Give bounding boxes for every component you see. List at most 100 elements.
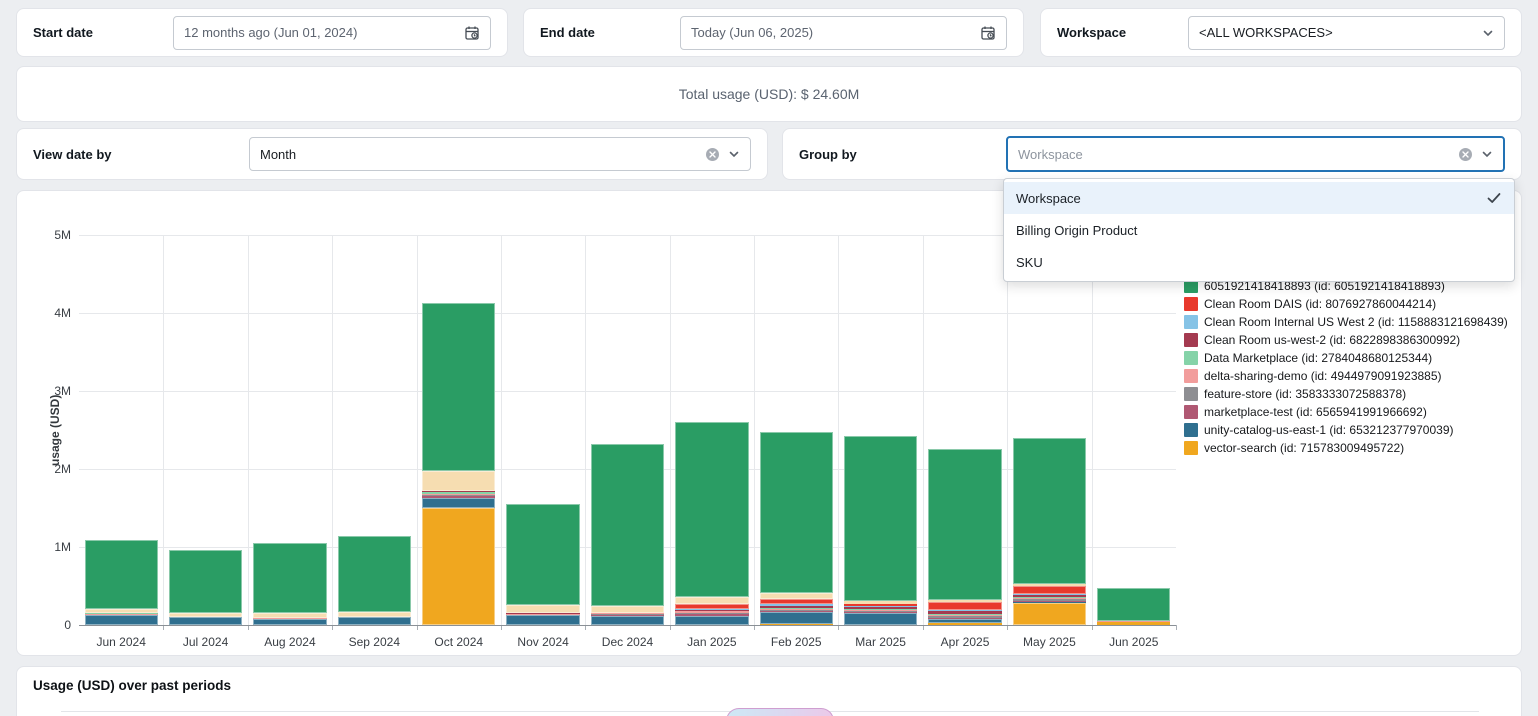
bar-segment[interactable] [1012,598,1087,599]
bar-segment[interactable] [928,619,1002,623]
bar-segment[interactable] [84,609,158,613]
bar-segment[interactable] [590,606,665,613]
bar-segment[interactable] [1012,597,1087,598]
bar-segment[interactable] [843,612,918,613]
bar-segment[interactable] [1012,438,1087,584]
bar-segment[interactable] [84,613,158,614]
stacked-bar[interactable] [1097,588,1171,625]
bar-segment[interactable] [84,614,158,615]
bar-segment[interactable] [1012,602,1087,603]
bar-segment[interactable] [1012,584,1087,586]
clear-circle-icon[interactable] [1458,147,1473,162]
bar-segment[interactable] [337,612,412,617]
bar-segment[interactable] [422,471,496,491]
bar-segment[interactable] [675,604,749,609]
stacked-bar[interactable] [759,432,833,625]
bar-segment[interactable] [759,609,833,610]
bar-segment[interactable] [759,612,833,624]
bar-segment[interactable] [843,601,918,604]
legend-item[interactable]: Clean Room us-west-2 (id: 68228983863009… [1184,333,1508,347]
bar-segment[interactable] [675,613,749,614]
bar-segment[interactable] [843,613,918,625]
bar-segment[interactable] [843,610,918,611]
bar-segment[interactable] [675,422,749,597]
legend-item[interactable]: feature-store (id: 3583333072588378) [1184,387,1508,401]
bar-segment[interactable] [843,607,918,609]
bar-segment[interactable] [759,606,833,608]
legend-item[interactable]: delta-sharing-demo (id: 4944979091923885… [1184,369,1508,383]
bar-segment[interactable] [506,613,580,614]
bar-segment[interactable] [759,624,833,625]
bar-segment[interactable] [422,498,496,508]
bar-segment[interactable] [928,610,1002,611]
bar-segment[interactable] [928,616,1002,618]
stacked-bar[interactable] [843,436,918,625]
chevron-down-icon[interactable] [1482,27,1494,39]
bar-segment[interactable] [1012,603,1087,625]
bar-segment[interactable] [675,611,749,613]
bar-segment[interactable] [843,606,918,607]
bar-segment[interactable] [506,605,580,613]
bar-segment[interactable] [928,600,1002,602]
bar-segment[interactable] [1012,601,1087,602]
chevron-down-icon[interactable] [728,148,740,160]
legend-item[interactable]: vector-search (id: 715783009495722) [1184,441,1508,455]
bar-segment[interactable] [843,611,918,612]
legend-item[interactable]: unity-catalog-us-east-1 (id: 65321237797… [1184,423,1508,437]
end-date-input[interactable]: Today (Jun 06, 2025) [680,15,1007,50]
bar-segment[interactable] [337,536,412,612]
bar-segment[interactable] [928,611,1002,614]
bar-segment[interactable] [1097,588,1171,621]
bar-segment[interactable] [422,492,496,494]
workspace-select[interactable]: <ALL WORKSPACES> [1188,15,1505,50]
bar-segment[interactable] [843,436,918,601]
stacked-bar[interactable] [506,504,580,625]
calendar-icon[interactable] [980,25,996,41]
bar-segment[interactable] [675,610,749,611]
clear-circle-icon[interactable] [705,147,720,162]
bar-segment[interactable] [84,615,158,625]
bar-segment[interactable] [590,615,665,616]
bar-segment[interactable] [1097,621,1171,622]
bar-segment[interactable] [843,609,918,610]
legend-item[interactable]: Data Marketplace (id: 2784048680125344) [1184,351,1508,365]
legend-item[interactable]: 6051921418418893 (id: 6051921418418893) [1184,279,1508,293]
stacked-bar[interactable] [168,550,243,625]
bar-segment[interactable] [253,613,327,618]
bar-segment[interactable] [590,444,665,606]
start-date-input[interactable]: 12 months ago (Jun 01, 2024) [173,15,491,50]
bar-segment[interactable] [675,616,749,625]
stacked-bar[interactable] [675,422,749,625]
bar-segment[interactable] [759,604,833,606]
dropdown-option[interactable]: SKU [1004,246,1514,278]
stacked-bar[interactable] [422,303,496,625]
bar-segment[interactable] [253,618,327,619]
bar-segment[interactable] [1012,595,1087,597]
bar-segment[interactable] [422,496,496,498]
legend-item[interactable]: Clean Room DAIS (id: 8076927860044214) [1184,297,1508,311]
view-date-by-select[interactable]: Month [249,137,751,171]
stacked-bar[interactable] [84,540,158,625]
bar-segment[interactable] [590,613,665,614]
bar-segment[interactable] [1012,586,1087,594]
bar-segment[interactable] [253,543,327,613]
bar-segment[interactable] [1012,594,1087,595]
bar-segment[interactable] [590,616,665,625]
bar-segment[interactable] [422,495,496,496]
bar-segment[interactable] [675,609,749,610]
bar-segment[interactable] [759,432,833,593]
chevron-down-icon[interactable] [1481,148,1493,160]
bar-segment[interactable] [168,613,243,617]
group-by-select[interactable]: Workspace [1006,136,1505,172]
bar-segment[interactable] [928,602,1002,610]
bar-segment[interactable] [928,614,1002,615]
stacked-bar[interactable] [253,543,327,625]
bar-segment[interactable] [928,618,1002,619]
bar-segment[interactable] [422,303,496,471]
bar-segment[interactable] [506,504,580,605]
bar-segment[interactable] [337,617,412,625]
stacked-bar[interactable] [928,449,1002,625]
bar-segment[interactable] [759,608,833,609]
bar-segment[interactable] [675,597,749,604]
bar-segment[interactable] [506,614,580,615]
